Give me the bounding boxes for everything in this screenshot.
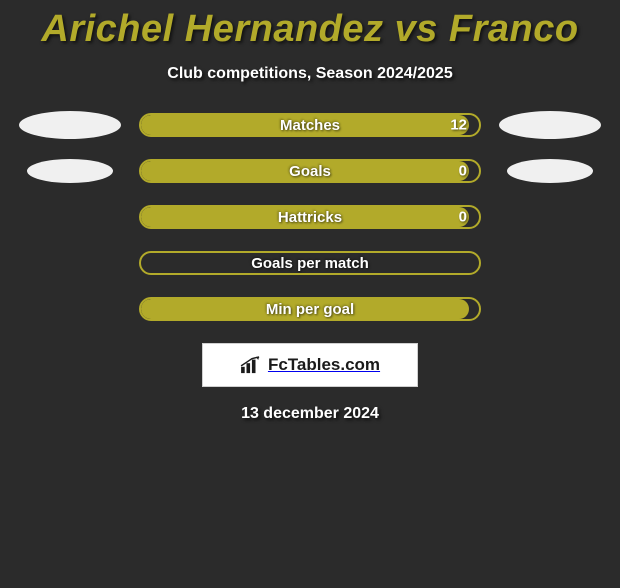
stat-row-goals: Goals 0 [0, 159, 620, 183]
subtitle: Club competitions, Season 2024/2025 [0, 65, 620, 83]
bar-label-hattricks: Hattricks [278, 209, 342, 226]
bar-hattricks: Hattricks 0 [139, 205, 481, 229]
date-line: 13 december 2024 [0, 405, 620, 423]
bar-value-hattricks: 0 [459, 209, 467, 226]
stats-area: Matches 12 Goals 0 Hattricks 0 Goals per… [0, 113, 620, 321]
page-title: Arichel Hernandez vs Franco [0, 8, 620, 51]
stat-row-gpm: Goals per match [0, 251, 620, 275]
stat-row-hattricks: Hattricks 0 [0, 205, 620, 229]
chart-icon [240, 356, 262, 374]
bar-label-goals: Goals [289, 163, 331, 180]
player-left-ellipse [27, 159, 113, 183]
bar-value-matches: 12 [450, 117, 467, 134]
bar-label-matches: Matches [280, 117, 340, 134]
player-left-ellipse [19, 111, 121, 139]
fctables-logo-link[interactable]: FcTables.com [202, 343, 418, 387]
player-right-ellipse [499, 111, 601, 139]
stat-row-mpg: Min per goal [0, 297, 620, 321]
bar-gpm: Goals per match [139, 251, 481, 275]
bar-mpg: Min per goal [139, 297, 481, 321]
bar-matches: Matches 12 [139, 113, 481, 137]
bar-label-gpm: Goals per match [251, 255, 369, 272]
bar-value-goals: 0 [459, 163, 467, 180]
bar-label-mpg: Min per goal [266, 301, 354, 318]
player-right-ellipse [507, 159, 593, 183]
logo-text: FcTables.com [268, 355, 380, 375]
stat-row-matches: Matches 12 [0, 113, 620, 137]
bar-goals: Goals 0 [139, 159, 481, 183]
